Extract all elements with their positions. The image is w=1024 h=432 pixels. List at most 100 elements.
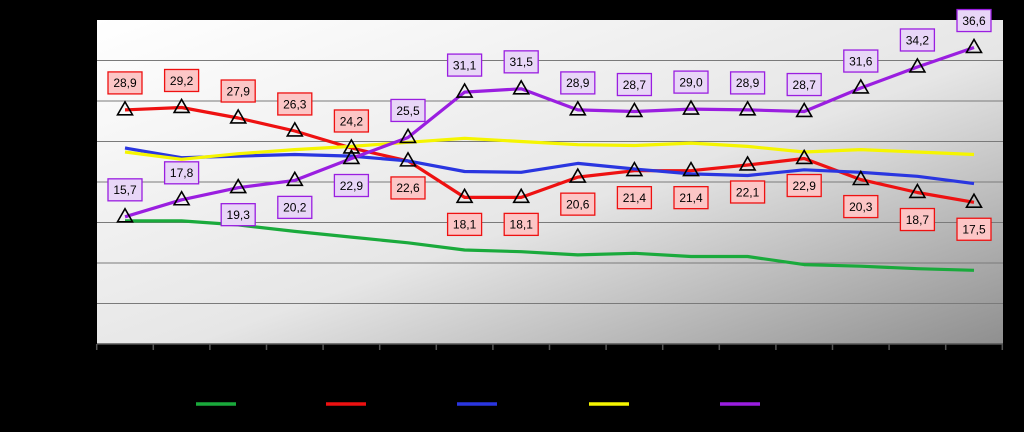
data-label-box [560,192,596,216]
data-label-box [446,212,483,237]
data-label: 17,5 [956,217,992,241]
data-label-box [956,217,992,241]
data-label: 19,3 [220,203,256,227]
data-label: 21,4 [673,186,709,210]
data-label-box [277,195,313,220]
data-label-text: 21,4 [623,191,647,205]
data-point-marker [738,100,757,116]
data-point-marker [625,101,644,118]
data-label-box [107,178,143,202]
data-label-text: 21,4 [679,191,703,205]
data-label-box [503,212,539,237]
data-point-marker [399,127,417,144]
data-label-text: 22,1 [736,185,760,199]
data-label: 24,2 [333,109,370,133]
series-line-0 [125,219,975,272]
data-label-text: 15,7 [113,183,137,197]
data-label-box [956,8,992,33]
data-label-text: 29,0 [679,75,703,89]
data-label-box [163,161,200,185]
data-label: 17,8 [163,161,200,185]
data-point-marker [738,155,757,171]
data-point-marker [682,99,700,115]
data-point-marker [116,100,134,116]
data-point-marker [116,207,134,223]
series-line-4 [124,45,975,219]
data-point-marker [568,100,587,116]
data-label-box [616,72,653,97]
data-label: 28,9 [729,71,766,95]
data-label: 22,1 [729,180,766,204]
data-label: 34,2 [899,28,936,52]
data-label-text: 22,9 [340,179,364,193]
data-label: 21,4 [616,186,653,210]
data-point-marker [851,78,870,94]
data-point-marker [342,138,361,154]
data-label-box [560,71,596,95]
data-label: 18,1 [446,212,483,237]
data-point-marker [399,151,417,167]
data-label-box [729,71,766,95]
data-label: 28,9 [560,71,596,95]
data-label-text: 20,6 [566,197,590,211]
data-label: 20,2 [277,195,313,220]
data-label: 28,7 [786,72,822,97]
data-label-text: 26,3 [283,97,307,111]
data-point-marker [965,192,983,208]
data-label-text: 34,2 [906,33,930,47]
data-label: 27,9 [220,79,256,103]
data-label-text: 36,6 [962,14,986,28]
data-label-box [673,186,709,210]
data-label-box [503,50,539,74]
data-label-text: 31,6 [849,54,873,68]
data-point-marker [851,169,870,186]
data-point-marker [795,148,814,165]
data-label-box [616,186,653,210]
data-label-text: 28,9 [113,76,137,90]
data-label-box [843,49,879,73]
data-label-text: 28,9 [736,76,760,90]
series-line-1 [124,105,975,204]
data-label-text: 31,1 [453,58,477,72]
data-label-text: 18,7 [906,213,930,227]
data-label-box [163,68,200,93]
data-label-text: 22,9 [793,179,817,193]
data-label-text: 20,2 [283,201,307,215]
data-point-marker [342,148,361,165]
data-point-marker [682,160,700,177]
data-label-text: 28,9 [566,76,590,90]
data-label-text: 31,5 [510,55,534,69]
data-label-box [899,28,936,52]
data-label: 22,9 [333,173,370,198]
data-label-box [729,180,766,204]
data-label: 31,5 [503,50,539,74]
data-label: 31,6 [843,49,879,73]
data-label-text: 18,1 [510,218,534,232]
data-label-text: 25,5 [396,104,420,118]
series-line-2 [124,146,975,186]
data-label: 15,7 [107,178,143,202]
data-label: 22,6 [390,176,426,200]
data-label: 29,0 [673,70,709,94]
data-point-marker [568,167,587,183]
data-point-marker [285,170,304,187]
data-label: 20,3 [843,194,879,219]
data-label: 25,5 [390,98,426,123]
data-point-marker [172,97,191,114]
data-label-text: 22,6 [396,181,420,195]
data-label-text: 28,7 [623,78,647,92]
data-label-box [786,173,822,198]
data-label: 22,9 [786,173,822,198]
data-label-box [446,53,483,77]
data-label-text: 28,7 [793,78,817,92]
data-point-marker [625,160,644,177]
data-label-text: 17,8 [170,166,194,180]
data-label-box [843,194,879,219]
data-label: 29,2 [163,68,200,93]
data-label: 18,1 [503,212,539,237]
data-label-box [899,207,936,232]
data-label-text: 18,1 [453,218,477,232]
data-point-marker [965,37,983,54]
data-point-marker [908,182,927,199]
